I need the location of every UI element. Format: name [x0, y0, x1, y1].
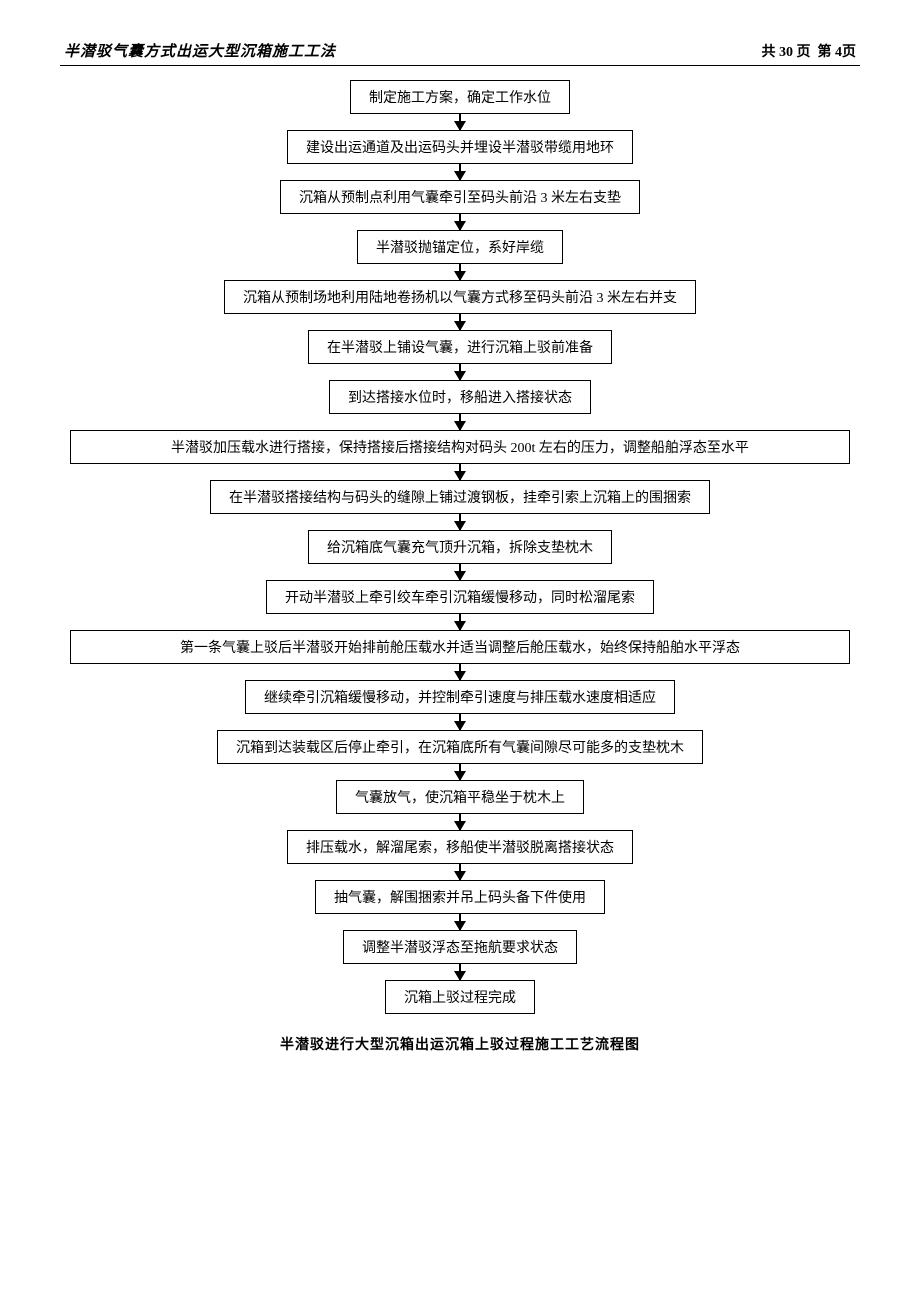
- flow-arrow-15: [459, 864, 461, 880]
- flow-node-8: 在半潜驳搭接结构与码头的缝隙上铺过渡钢板，挂牵引索上沉箱上的围捆索: [210, 480, 710, 514]
- header-pageinfo: 共 30 页 第 4页: [762, 41, 857, 61]
- flow-arrow-7: [459, 464, 461, 480]
- flow-node-3: 半潜驳抛锚定位，系好岸缆: [357, 230, 563, 264]
- flow-node-13: 沉箱到达装载区后停止牵引，在沉箱底所有气囊间隙尽可能多的支垫枕木: [217, 730, 703, 764]
- flow-node-10: 开动半潜驳上牵引绞车牵引沉箱缓慢移动，同时松溜尾索: [266, 580, 654, 614]
- header-title: 半潜驳气囊方式出运大型沉箱施工工法: [64, 40, 336, 61]
- flow-arrow-17: [459, 964, 461, 980]
- flow-node-4: 沉箱从预制场地利用陆地卷扬机以气囊方式移至码头前沿 3 米左右并支: [224, 280, 696, 314]
- flow-arrow-8: [459, 514, 461, 530]
- flow-arrow-6: [459, 414, 461, 430]
- current-page: 4: [835, 45, 842, 60]
- flow-node-6: 到达搭接水位时，移船进入搭接状态: [329, 380, 591, 414]
- flow-node-9: 给沉箱底气囊充气顶升沉箱，拆除支垫枕木: [308, 530, 612, 564]
- flow-node-16: 抽气囊，解围捆索并吊上码头备下件使用: [315, 880, 605, 914]
- flow-arrow-9: [459, 564, 461, 580]
- flow-arrow-0: [459, 114, 461, 130]
- flow-node-1: 建设出运通道及出运码头并埋设半潜驳带缆用地环: [287, 130, 633, 164]
- flow-arrow-11: [459, 664, 461, 680]
- page-header: 半潜驳气囊方式出运大型沉箱施工工法 共 30 页 第 4页: [60, 40, 860, 61]
- page-sep: 第: [818, 45, 832, 60]
- flow-arrow-13: [459, 764, 461, 780]
- flow-arrow-1: [459, 164, 461, 180]
- page-prefix: 共: [762, 45, 776, 60]
- flow-node-18: 沉箱上驳过程完成: [385, 980, 535, 1014]
- flowchart-caption: 半潜驳进行大型沉箱出运沉箱上驳过程施工工艺流程图: [60, 1034, 860, 1054]
- flow-arrow-14: [459, 814, 461, 830]
- flowchart-container: 制定施工方案，确定工作水位建设出运通道及出运码头并埋设半潜驳带缆用地环沉箱从预制…: [60, 80, 860, 1014]
- flow-arrow-12: [459, 714, 461, 730]
- flow-node-2: 沉箱从预制点利用气囊牵引至码头前沿 3 米左右支垫: [280, 180, 640, 214]
- flow-node-11: 第一条气囊上驳后半潜驳开始排前舱压载水并适当调整后舱压载水，始终保持船舶水平浮态: [70, 630, 850, 664]
- total-pages: 30: [779, 45, 793, 60]
- flow-arrow-4: [459, 314, 461, 330]
- flow-arrow-2: [459, 214, 461, 230]
- page-unit-1: 页: [797, 45, 811, 60]
- flow-node-15: 排压载水，解溜尾索，移船使半潜驳脱离搭接状态: [287, 830, 633, 864]
- flow-node-0: 制定施工方案，确定工作水位: [350, 80, 570, 114]
- flow-node-17: 调整半潜驳浮态至拖航要求状态: [343, 930, 577, 964]
- flow-node-12: 继续牵引沉箱缓慢移动，并控制牵引速度与排压载水速度相适应: [245, 680, 675, 714]
- page-unit-2: 页: [842, 45, 856, 60]
- header-divider: [60, 65, 860, 66]
- flow-node-5: 在半潜驳上铺设气囊，进行沉箱上驳前准备: [308, 330, 612, 364]
- flow-node-7: 半潜驳加压载水进行搭接，保持搭接后搭接结构对码头 200t 左右的压力，调整船舶…: [70, 430, 850, 464]
- flow-arrow-3: [459, 264, 461, 280]
- flow-arrow-10: [459, 614, 461, 630]
- flow-arrow-16: [459, 914, 461, 930]
- flow-arrow-5: [459, 364, 461, 380]
- flow-node-14: 气囊放气，使沉箱平稳坐于枕木上: [336, 780, 584, 814]
